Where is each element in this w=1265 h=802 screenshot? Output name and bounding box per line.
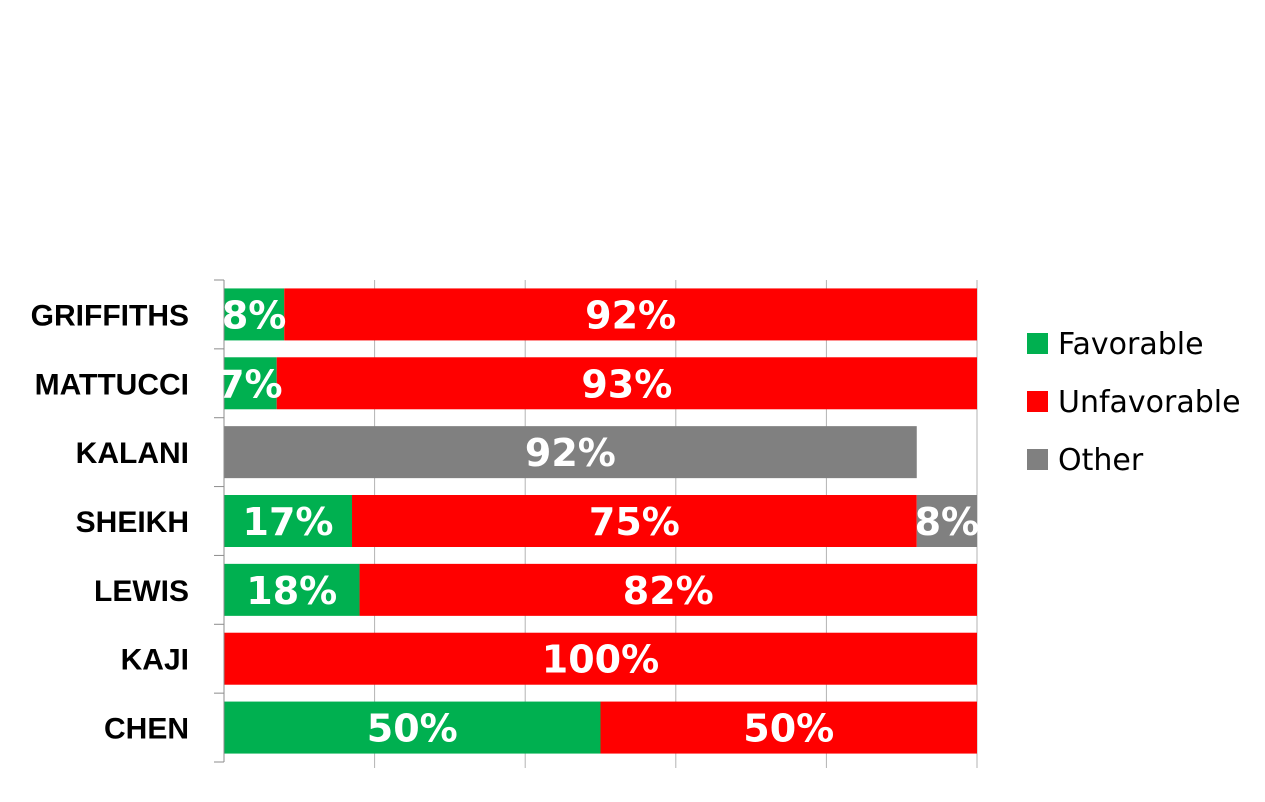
data-label: 18% — [246, 569, 337, 613]
data-label: 50% — [367, 707, 458, 751]
category-label: MATTUCCI — [35, 368, 189, 401]
bar-segment-unfavorable — [276, 357, 978, 410]
bar-segment-unfavorable — [600, 701, 977, 754]
category-label: KAJI — [121, 644, 189, 677]
bar-segment-unfavorable — [284, 288, 977, 341]
bar-segment-other — [224, 426, 917, 479]
category-axis — [214, 279, 225, 763]
data-label: 82% — [623, 569, 714, 613]
data-label: 50% — [743, 707, 834, 751]
data-label: 8% — [915, 500, 980, 544]
data-label: 92% — [525, 431, 616, 475]
bar-segment-other — [916, 495, 977, 547]
legend-swatch-other — [1027, 449, 1048, 470]
legend-label: Favorable — [1058, 327, 1204, 362]
category-label: KALANI — [76, 437, 189, 470]
bar-segment-favorable — [224, 495, 353, 547]
category-label: GRIFFITHS — [31, 299, 189, 332]
legend-label: Unfavorable — [1058, 385, 1241, 420]
legend: Favorable Unfavorable Other — [1027, 327, 1241, 478]
category-label: CHEN — [104, 713, 189, 746]
legend-swatch-favorable — [1027, 333, 1048, 354]
category-labels: GRIFFITHS MATTUCCI KALANI SHEIKH LEWIS KAJI CH… — [31, 299, 189, 745]
data-label: 93% — [581, 362, 672, 406]
data-label: 17% — [243, 500, 334, 544]
bar-segment-unfavorable — [352, 495, 917, 547]
bar-segment-unfavorable — [224, 632, 977, 685]
category-label: SHEIKH — [76, 506, 189, 539]
data-label: 100% — [542, 638, 659, 682]
bar-segment-favorable — [224, 563, 360, 616]
bar-segment-favorable — [224, 288, 285, 341]
data-label: 7% — [218, 362, 283, 406]
data-labels: 8% 92% 7% 93% 92% 17% 75% 8% 18% 82% 100% 50% 50% — [218, 293, 979, 750]
data-label: 92% — [585, 293, 676, 337]
category-label: LEWIS — [94, 575, 189, 608]
bar-segment-unfavorable — [359, 563, 977, 616]
legend-swatch-unfavorable — [1027, 391, 1048, 412]
data-label: 8% — [222, 293, 287, 337]
bars — [224, 288, 978, 754]
bar-segment-favorable — [224, 701, 601, 754]
bar-segment-favorable — [224, 357, 277, 410]
legend-label: Other — [1058, 443, 1144, 478]
data-label: 75% — [589, 500, 680, 544]
